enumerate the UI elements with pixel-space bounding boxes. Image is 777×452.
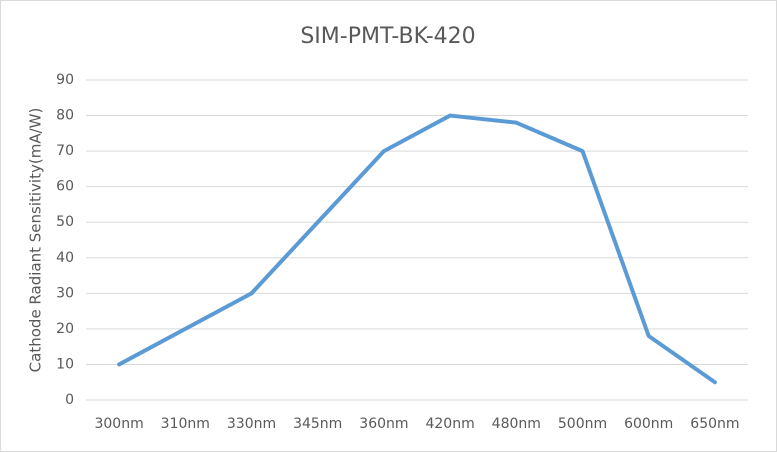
y-tick-label: 40 <box>56 250 74 266</box>
y-tick-label: 60 <box>56 179 74 195</box>
chart-title: SIM-PMT-BK-420 <box>300 24 475 49</box>
x-tick-label: 360nm <box>359 416 408 432</box>
x-tick-label: 310nm <box>161 416 210 432</box>
y-tick-label: 20 <box>56 321 74 337</box>
x-tick-label: 330nm <box>227 416 276 432</box>
y-tick-label: 10 <box>56 356 74 372</box>
x-tick-label: 345nm <box>293 416 342 432</box>
y-tick-label: 80 <box>56 108 74 124</box>
y-tick-label: 70 <box>56 143 74 159</box>
x-tick-label: 480nm <box>492 416 541 432</box>
y-axis-title: Cathode Radiant Sensitivity(mA/W) <box>27 108 45 373</box>
y-tick-label: 0 <box>65 392 74 408</box>
x-tick-label: 650nm <box>690 416 739 432</box>
x-tick-label: 600nm <box>624 416 673 432</box>
data-line <box>117 113 717 385</box>
y-tick-label: 50 <box>56 214 74 230</box>
x-tick-label: 420nm <box>425 416 474 432</box>
x-tick-label: 300nm <box>94 416 143 432</box>
y-tick-label: 30 <box>56 285 74 301</box>
x-tick-label: 500nm <box>558 416 607 432</box>
y-tick-label: 90 <box>56 72 74 88</box>
